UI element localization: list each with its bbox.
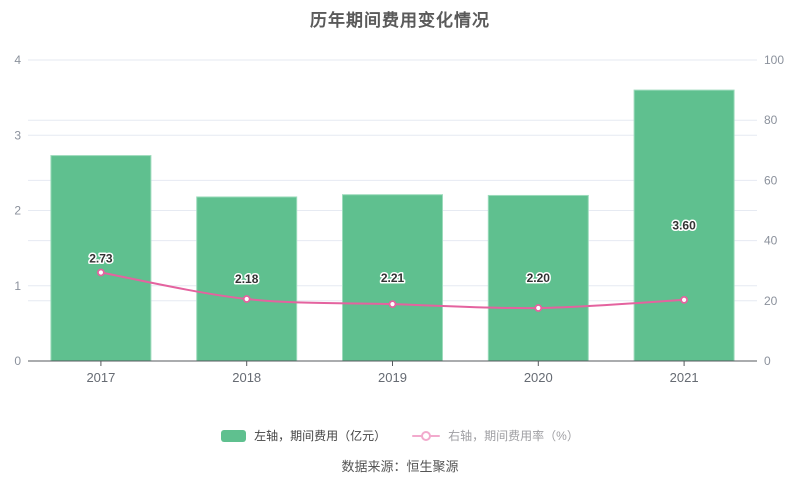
bar-2021	[633, 89, 735, 362]
line-marker-2020	[534, 304, 543, 312]
bar-value-label-2017: 2.73	[89, 251, 113, 265]
y-axis-left-label-4: 4	[14, 53, 21, 67]
line-marker-2019	[388, 300, 397, 309]
x-axis-label-2019: 2019	[378, 370, 407, 385]
bar-value-label-2019: 2.21	[381, 271, 405, 285]
bar-swatch-icon	[221, 429, 247, 442]
bar-value-label-2018: 2.18	[235, 272, 259, 286]
legend-label-bar-series: 左轴，期间费用（亿元）	[254, 429, 387, 443]
y-axis-right-label-40: 40	[764, 234, 778, 248]
x-axis-label-2018: 2018	[232, 370, 261, 385]
legend: 左轴，期间费用（亿元） 右轴，期间费用率（%）	[0, 427, 800, 444]
plot-area: 2017 2018 2019 2020 2021012340204060801002.7…	[14, 53, 784, 385]
line-marker-2017	[97, 268, 105, 277]
x-axis-label-2017: 2017	[86, 370, 115, 385]
line-marker-2021	[680, 295, 688, 304]
legend-item-bar-series[interactable]: 左轴，期间费用（亿元）	[221, 427, 386, 444]
bar-value-label-2020: 2.20	[527, 271, 551, 285]
y-axis-right-label-0: 0	[764, 354, 771, 368]
bar-2020	[487, 194, 589, 362]
x-axis-label-2021: 2021	[670, 370, 699, 385]
legend-item-line-series[interactable]: 右轴，期间费用率（%）	[412, 427, 579, 444]
y-axis-right-label-20: 20	[764, 294, 778, 308]
line-swatch-icon	[412, 430, 441, 442]
legend-label-line-series: 右轴，期间费用率（%）	[448, 429, 579, 443]
y-axis-right-label-60: 60	[764, 173, 778, 187]
line-swatch-ring	[421, 430, 432, 441]
bar-2018	[196, 196, 298, 362]
chart-title: 历年期间费用变化情况	[310, 11, 490, 30]
x-axis-label-2020: 2020	[524, 370, 553, 385]
y-axis-left-label-2: 2	[14, 204, 21, 218]
bar-2019	[342, 194, 443, 362]
y-axis-left-label-3: 3	[14, 128, 21, 142]
bar-2017	[50, 155, 152, 362]
y-axis-right-label-100: 100	[764, 53, 784, 67]
y-axis-left-label-0: 0	[14, 354, 21, 368]
y-axis-left-label-1: 1	[14, 279, 21, 293]
y-axis-right-label-80: 80	[764, 113, 778, 127]
line-marker-2018	[242, 295, 251, 303]
data-source: 数据来源：恒生聚源	[341, 459, 459, 474]
bar-value-label-2021: 3.60	[672, 219, 696, 233]
